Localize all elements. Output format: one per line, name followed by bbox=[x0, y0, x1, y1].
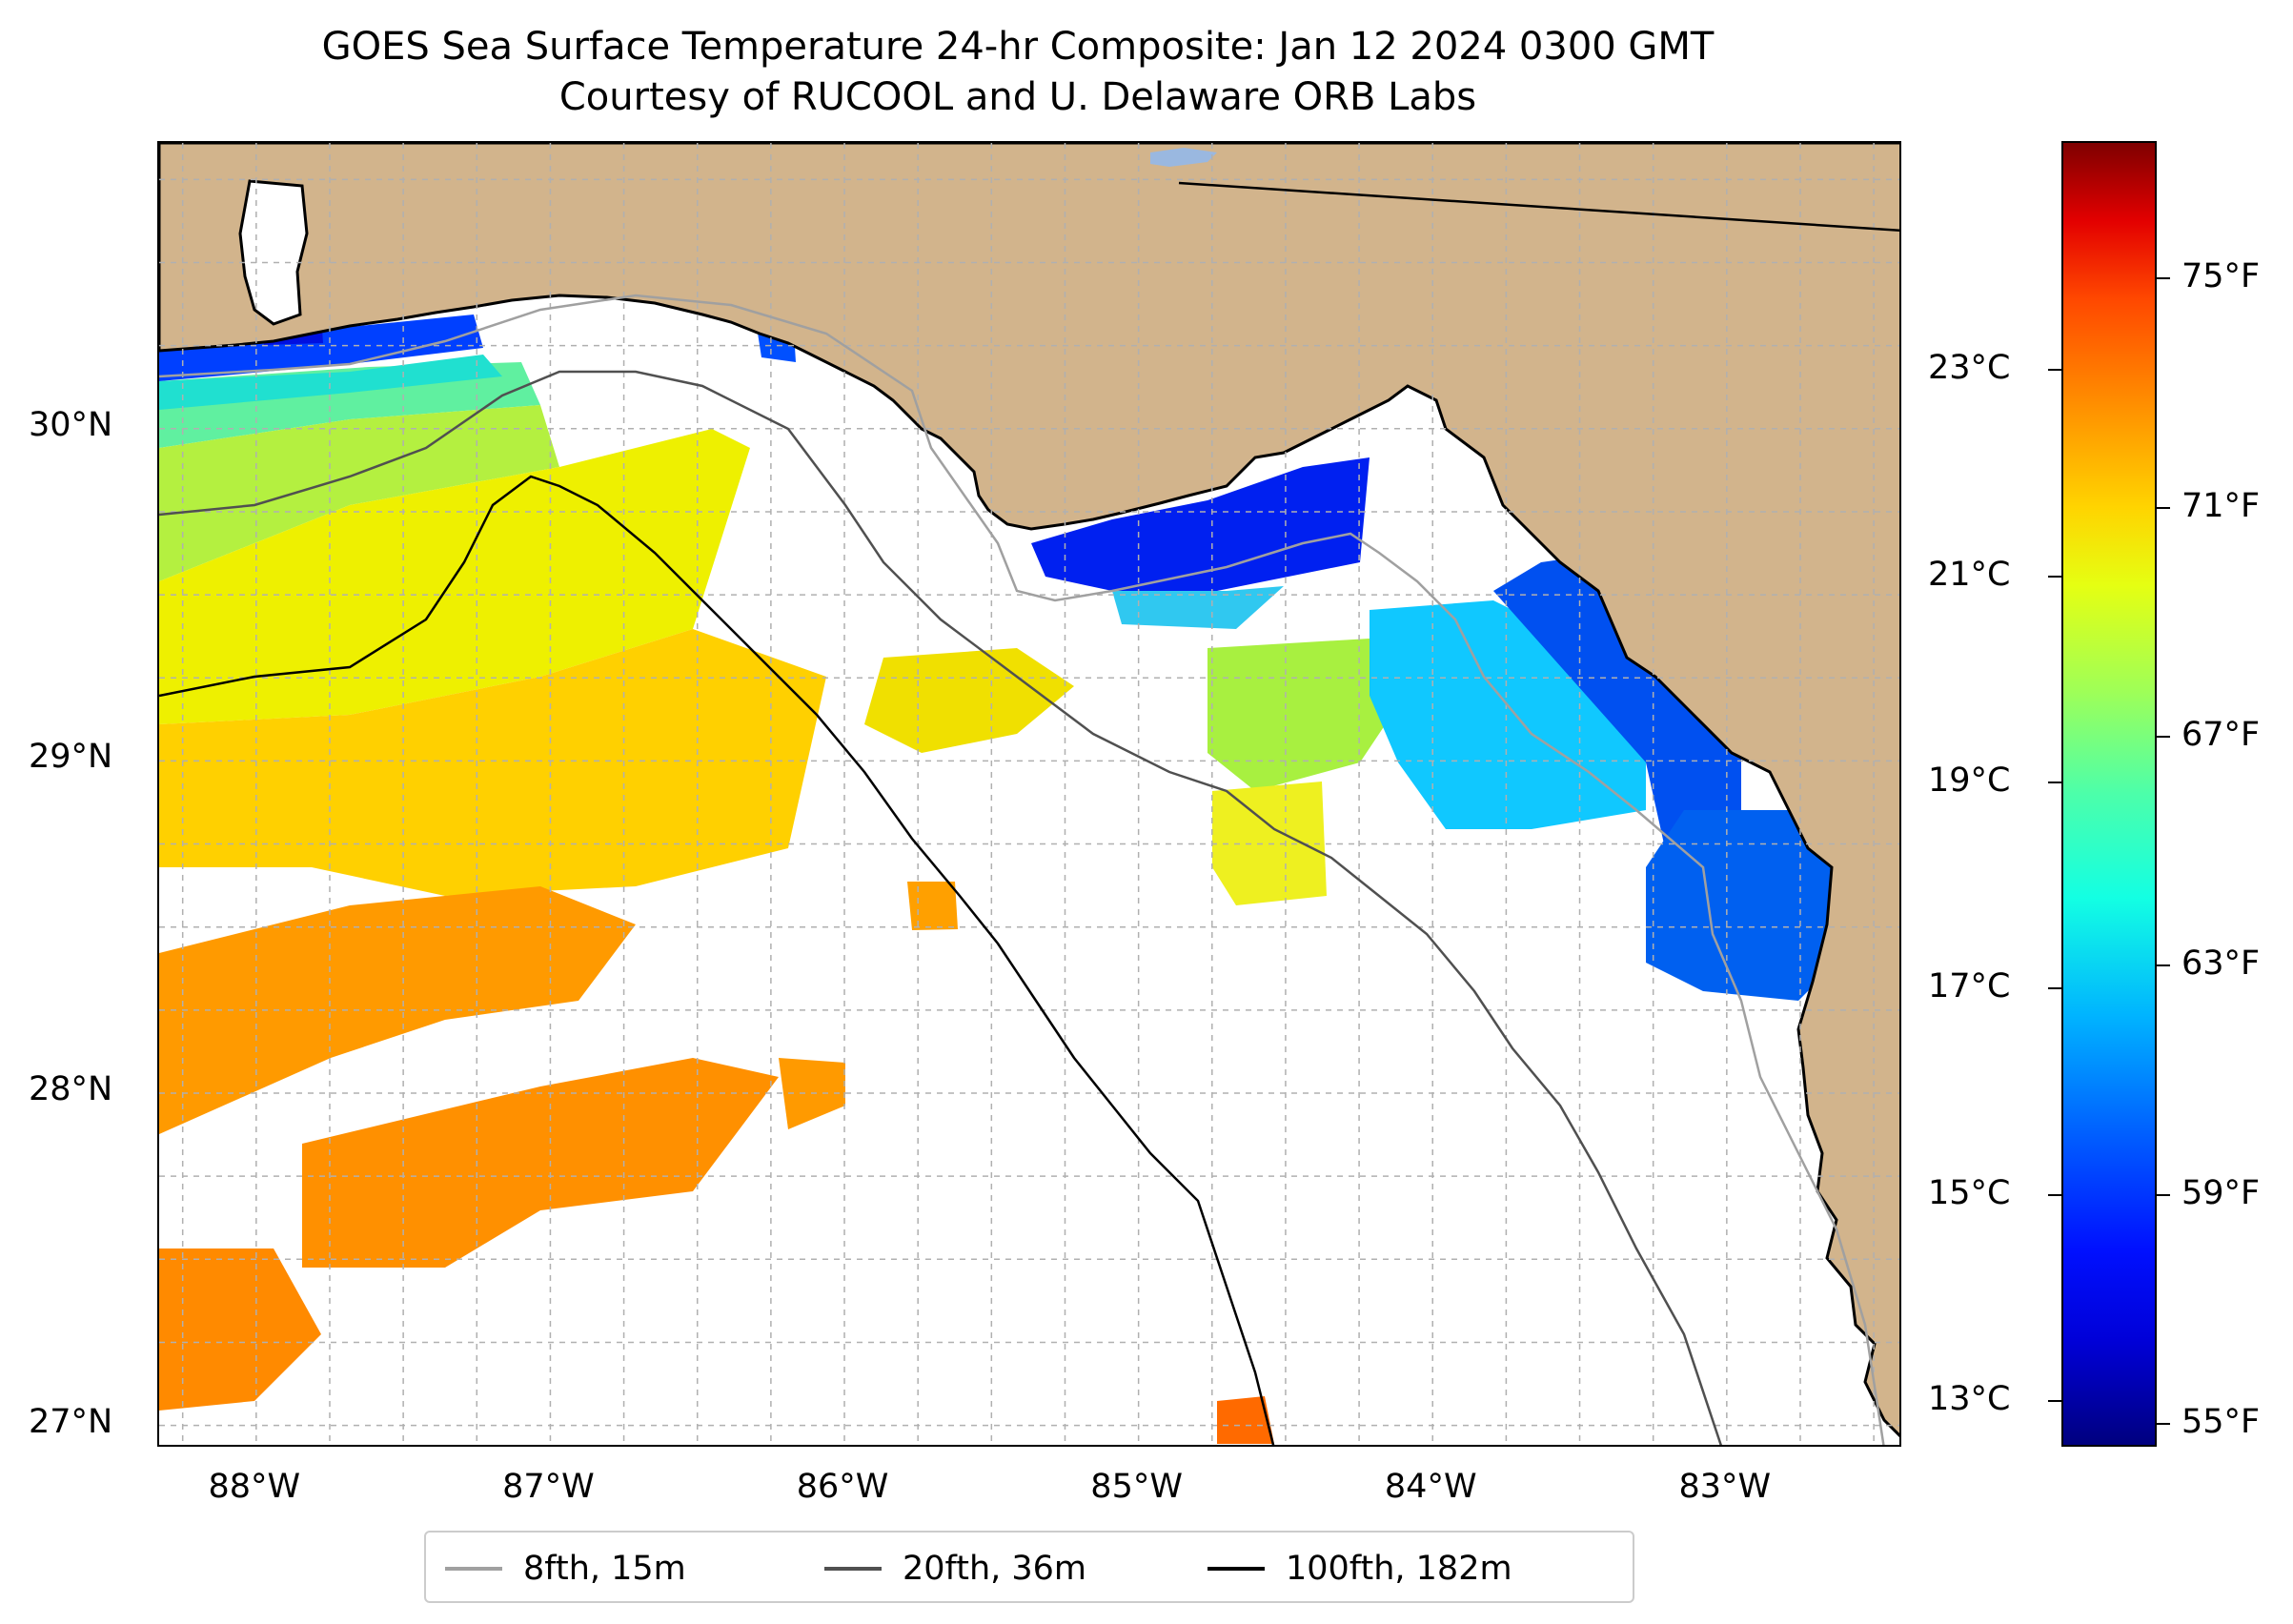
legend-item-100fth: 100fth, 182m bbox=[1207, 1533, 1512, 1605]
lat-tick-label: 27°N bbox=[29, 1402, 113, 1441]
legend-label-20fth: 20fth, 36m bbox=[903, 1550, 1087, 1588]
western-shelf-greenyellow bbox=[159, 405, 559, 581]
lon-tick-label: 84°W bbox=[1384, 1468, 1477, 1506]
temperature-colorbar bbox=[2061, 141, 2157, 1447]
lon-tick-label: 83°W bbox=[1678, 1468, 1772, 1506]
colorbar-tick-f bbox=[2157, 277, 2170, 280]
legend-line-8fth bbox=[445, 1567, 502, 1571]
colorbar-tick-c bbox=[2048, 1193, 2061, 1196]
colorbar-tick-f bbox=[2157, 506, 2170, 509]
western-shelf-cyan bbox=[159, 355, 502, 410]
lon-tick-label: 85°W bbox=[1090, 1468, 1183, 1506]
lat-tick-label: 29°N bbox=[29, 738, 113, 777]
legend-item-20fth: 20fth, 36m bbox=[824, 1533, 1086, 1605]
land-layer bbox=[159, 143, 1899, 1438]
central-yellow-east bbox=[864, 648, 1074, 753]
legend-line-20fth bbox=[824, 1567, 882, 1571]
colorbar-label-c: 21°C bbox=[1928, 555, 2011, 594]
lat-tick-label: 30°N bbox=[29, 405, 113, 444]
colorbar-label-c: 13°C bbox=[1928, 1379, 2011, 1418]
lon-tick-label: 87°W bbox=[502, 1468, 595, 1506]
lat-tick-label: 28°N bbox=[29, 1069, 113, 1108]
colorbar-label-c: 15°C bbox=[1928, 1173, 2011, 1212]
offshore-orange bbox=[159, 886, 636, 1134]
chart-title: GOES Sea Surface Temperature 24-hr Compo… bbox=[321, 25, 1715, 69]
legend-label-100fth: 100fth, 182m bbox=[1286, 1550, 1512, 1588]
isobath-layer bbox=[159, 181, 1899, 1445]
offshore-orange-small bbox=[907, 882, 958, 930]
colorbar-label-f: 71°F bbox=[2181, 486, 2261, 525]
offshore-orange-sw bbox=[159, 1248, 321, 1411]
colorbar-tick-f bbox=[2157, 1422, 2170, 1425]
colorbar-tick-f bbox=[2157, 964, 2170, 967]
legend-line-100fth bbox=[1207, 1567, 1265, 1571]
sst-map[interactable] bbox=[157, 141, 1901, 1447]
legend-label-8fth: 8fth, 15m bbox=[523, 1550, 686, 1588]
land-mass bbox=[159, 143, 1899, 1438]
isobath-8fth bbox=[159, 294, 1885, 1445]
lon-tick-label: 86°W bbox=[796, 1468, 889, 1506]
colorbar-label-f: 67°F bbox=[2181, 715, 2261, 754]
legend-item-8fth: 8fth, 15m bbox=[445, 1533, 686, 1605]
colorbar-label-c: 19°C bbox=[1928, 761, 2011, 800]
state-border bbox=[1178, 181, 1899, 232]
big-bend-blue bbox=[1493, 553, 1741, 848]
colorbar-tick-c bbox=[2048, 369, 2061, 372]
lake-blue bbox=[1150, 148, 1217, 167]
map-canvas bbox=[159, 143, 1899, 1445]
colorbar-label-f: 63°F bbox=[2181, 944, 2261, 984]
isobath-legend: 8fth, 15m 20fth, 36m 100fth, 182m bbox=[424, 1531, 1634, 1603]
isobath-100fth bbox=[159, 475, 1275, 1445]
offshore-orange-bottom bbox=[1217, 1396, 1274, 1444]
colorbar-tick-c bbox=[2048, 575, 2061, 578]
chart-subtitle: Courtesy of RUCOOL and U. Delaware ORB L… bbox=[558, 75, 1477, 119]
colorbar-label-c: 17°C bbox=[1928, 967, 2011, 1006]
apalachee-cyan-patch bbox=[1112, 586, 1284, 629]
colorbar-label-f: 55°F bbox=[2181, 1402, 2261, 1441]
colorbar-label-f: 59°F bbox=[2181, 1173, 2261, 1212]
offshore-warm-yellow bbox=[159, 629, 826, 896]
colorbar-label-c: 23°C bbox=[1928, 349, 2011, 388]
colorbar-label-f: 75°F bbox=[2181, 257, 2261, 296]
isobath-20fth bbox=[159, 370, 1722, 1445]
western-shelf-cold-band bbox=[159, 315, 483, 381]
colorbar-tick-c bbox=[2048, 781, 2061, 783]
offshore-orange-south bbox=[302, 1058, 779, 1268]
big-bend-green bbox=[1207, 639, 1398, 791]
lon-tick-label: 88°W bbox=[208, 1468, 301, 1506]
colorbar-tick-c bbox=[2048, 1399, 2061, 1402]
colorbar-tick-f bbox=[2157, 1193, 2170, 1196]
colorbar-tick-c bbox=[2048, 987, 2061, 990]
colorbar-tick-f bbox=[2157, 735, 2170, 738]
